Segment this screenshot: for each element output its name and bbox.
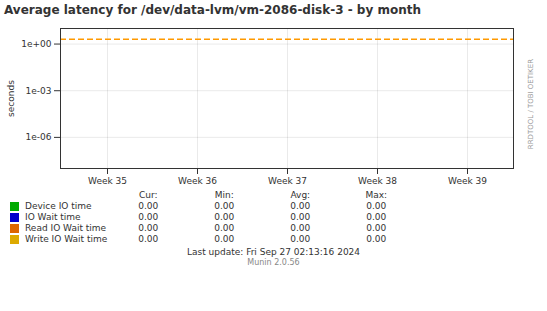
svg-text:Week 38: Week 38 xyxy=(358,176,397,186)
html-text:0.00: 0.00 xyxy=(214,212,235,222)
svg-text:seconds: seconds xyxy=(6,80,16,117)
html-text:0.00: 0.00 xyxy=(214,234,235,244)
html-text:0.00: 0.00 xyxy=(290,201,311,211)
html-text:0.00: 0.00 xyxy=(366,223,387,233)
html-text:Average latency for /dev/data-: Average latency for /dev/data-lvm/vm-208… xyxy=(4,3,421,17)
svg-text:1e-03: 1e-03 xyxy=(26,86,52,96)
svg-text:Week 39: Week 39 xyxy=(448,176,487,186)
svg-text:Week 35: Week 35 xyxy=(88,176,127,186)
html-text:IO Wait time: IO Wait time xyxy=(25,212,81,222)
html-text:0.00: 0.00 xyxy=(290,212,311,222)
html-text:0.00: 0.00 xyxy=(366,234,387,244)
html-text:0.00: 0.00 xyxy=(290,234,311,244)
html-text:0.00: 0.00 xyxy=(214,223,235,233)
html-text:Max:: Max: xyxy=(365,190,388,200)
svg-text:Week 37: Week 37 xyxy=(268,176,307,186)
html-text:RRDTOOL / TOBI OETIKER: RRDTOOL / TOBI OETIKER xyxy=(527,58,535,150)
html-text:0.00: 0.00 xyxy=(138,223,159,233)
html-text:Cur:: Cur: xyxy=(139,190,158,200)
html-text:Read IO Wait time: Read IO Wait time xyxy=(25,223,107,233)
svg-text:1e-06: 1e-06 xyxy=(26,132,52,142)
html-text:0.00: 0.00 xyxy=(138,201,159,211)
html-text:0.00: 0.00 xyxy=(290,223,311,233)
html-text:Min:: Min: xyxy=(214,190,234,200)
html-text:Avg:: Avg: xyxy=(290,190,311,200)
html-text:Write IO Wait time: Write IO Wait time xyxy=(25,234,108,244)
html-text:0.00: 0.00 xyxy=(366,212,387,222)
html-text:0.00: 0.00 xyxy=(138,212,159,222)
html-text:Last update: Fri Sep 27 02:13:: Last update: Fri Sep 27 02:13:16 2024 xyxy=(186,247,361,257)
svg-text:1e+00: 1e+00 xyxy=(21,39,52,49)
html-text:0.00: 0.00 xyxy=(366,201,387,211)
svg-text:Week 36: Week 36 xyxy=(178,176,217,186)
html-text:Munin 2.0.56: Munin 2.0.56 xyxy=(247,258,300,267)
html-text:0.00: 0.00 xyxy=(138,234,159,244)
html-text:Device IO time: Device IO time xyxy=(25,201,92,211)
html-text:0.00: 0.00 xyxy=(214,201,235,211)
